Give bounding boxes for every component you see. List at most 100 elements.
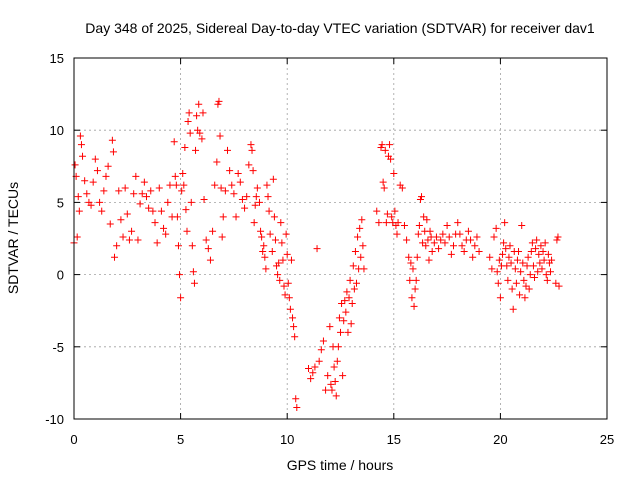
data-point xyxy=(305,364,313,372)
data-point xyxy=(176,271,184,279)
data-point xyxy=(260,242,268,250)
data-point xyxy=(269,175,277,183)
data-point xyxy=(428,247,436,255)
data-point xyxy=(378,141,386,149)
data-point xyxy=(262,265,270,273)
data-point xyxy=(523,262,531,270)
data-point xyxy=(411,285,419,293)
data-point xyxy=(182,206,190,214)
data-point xyxy=(552,279,560,287)
data-point xyxy=(184,118,192,126)
data-point xyxy=(109,148,117,156)
data-point xyxy=(443,222,451,230)
data-point xyxy=(398,184,406,192)
data-point xyxy=(505,253,513,261)
y-tick-label: 15 xyxy=(50,51,64,66)
data-point xyxy=(255,198,263,206)
data-point xyxy=(351,247,359,255)
data-point xyxy=(458,242,466,250)
data-point xyxy=(555,282,563,290)
data-point xyxy=(206,256,214,264)
data-point xyxy=(108,136,116,144)
data-point xyxy=(464,227,472,235)
data-point xyxy=(151,219,159,227)
data-point xyxy=(199,109,207,117)
data-point xyxy=(226,167,234,175)
data-point xyxy=(253,184,261,192)
data-point xyxy=(535,250,543,258)
data-point xyxy=(138,190,146,198)
data-point xyxy=(471,242,479,250)
data-point xyxy=(529,262,537,270)
data-point xyxy=(145,204,153,212)
data-point xyxy=(283,250,291,258)
data-point xyxy=(289,314,297,322)
data-point xyxy=(348,299,356,307)
data-point xyxy=(331,377,339,385)
chart-title: Day 348 of 2025, Sidereal Day-to-day VTE… xyxy=(85,20,595,36)
data-point xyxy=(232,213,240,221)
data-point xyxy=(548,256,556,264)
data-point xyxy=(247,141,255,149)
data-point xyxy=(216,132,224,140)
data-point xyxy=(81,177,89,185)
data-point xyxy=(261,253,269,261)
data-point xyxy=(345,294,353,302)
data-point xyxy=(439,230,447,238)
y-axis-tick-labels: -10 -5 0 5 10 15 xyxy=(45,51,64,427)
data-point xyxy=(286,305,294,313)
data-point xyxy=(495,256,503,264)
data-point xyxy=(179,170,187,178)
data-point xyxy=(337,328,344,336)
data-point xyxy=(521,294,529,302)
data-point xyxy=(98,207,106,215)
data-point xyxy=(405,253,413,261)
data-point xyxy=(413,253,421,261)
data-point xyxy=(234,170,242,178)
data-point xyxy=(541,239,549,247)
data-point xyxy=(271,236,279,244)
data-point xyxy=(449,242,457,250)
data-point xyxy=(113,242,121,250)
data-point xyxy=(189,268,197,276)
data-point xyxy=(130,190,138,198)
data-point xyxy=(379,178,387,186)
data-point xyxy=(537,242,545,250)
data-point xyxy=(192,146,200,154)
data-point xyxy=(542,271,550,279)
data-point xyxy=(519,259,527,267)
data-point xyxy=(467,236,475,244)
data-point xyxy=(532,245,540,253)
data-point xyxy=(507,259,515,267)
data-point xyxy=(293,403,301,411)
data-point xyxy=(322,386,330,394)
data-point xyxy=(354,233,362,241)
data-point xyxy=(200,196,208,204)
data-point xyxy=(123,210,131,218)
data-point xyxy=(75,207,83,215)
data-point xyxy=(292,395,300,403)
data-point xyxy=(238,196,246,204)
data-point xyxy=(508,285,516,293)
data-point xyxy=(214,100,222,108)
data-point xyxy=(307,375,315,383)
data-point xyxy=(313,245,321,253)
data-point xyxy=(418,193,426,201)
data-point xyxy=(340,317,348,325)
data-point xyxy=(490,233,498,241)
data-point xyxy=(360,265,368,273)
data-point xyxy=(513,256,521,264)
y-tick-label: 5 xyxy=(57,195,64,210)
data-point xyxy=(171,172,179,180)
data-point xyxy=(538,265,546,273)
data-point xyxy=(243,193,251,201)
data-point xyxy=(264,193,272,201)
data-point xyxy=(211,181,219,189)
data-point xyxy=(277,219,285,227)
data-point xyxy=(177,294,185,302)
plot-area-border xyxy=(73,57,608,420)
data-point xyxy=(380,184,388,192)
data-point xyxy=(524,253,532,261)
